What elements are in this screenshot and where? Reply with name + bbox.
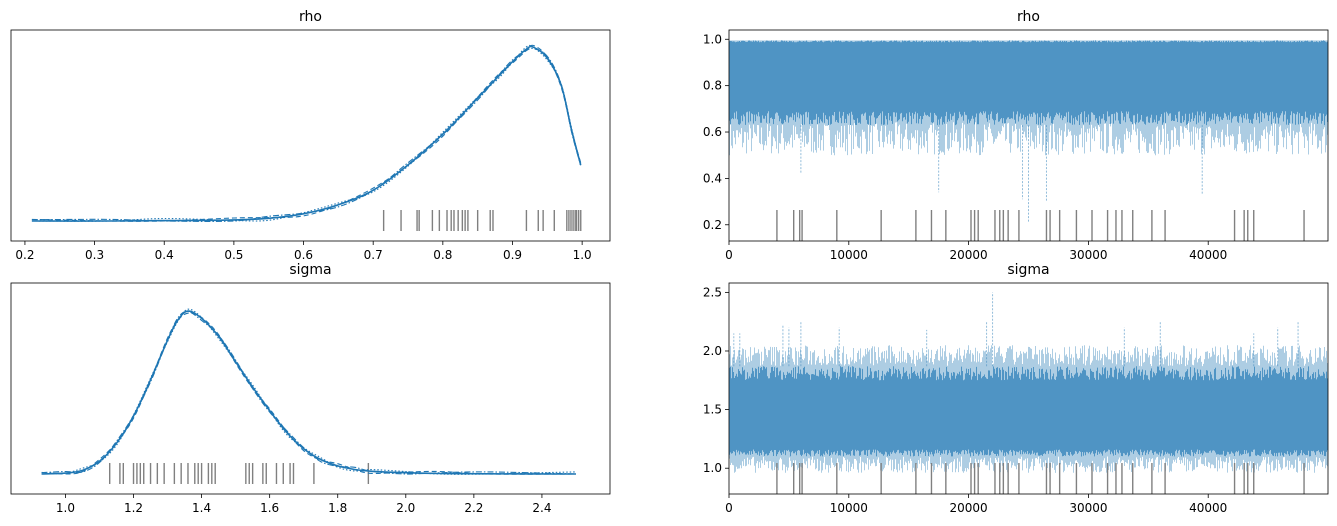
x-tick-label: 10000 [830,248,868,262]
plot-frame [10,282,611,495]
x-tick-label: 1.0 [573,248,592,262]
x-tick-label: 0 [725,501,733,515]
x-tick-label: 0.8 [433,248,452,262]
y-tick-label: 1.5 [703,403,722,417]
trace-band-dense [729,366,1328,457]
trace-plot-sigma: 0 10000 20000 30000 40000 1.0 1.5 2.0 2.5 sigma [703,262,1329,515]
density-line-chain-4 [31,47,582,222]
x-tick-label: 1.0 [56,501,75,515]
x-tick-label: 0 [725,248,733,262]
x-tick-label: 2.0 [396,501,415,515]
plot-title: sigma [1007,262,1049,278]
y-tick-label: 0.4 [703,171,722,185]
density-line-chain-1 [41,310,577,475]
plot-frame [728,29,1329,242]
y-tick-label: 0.8 [703,79,722,93]
trace-plot-rho: 0 10000 20000 30000 40000 0.2 0.4 0.6 0.8 1.0 rho [703,9,1329,262]
x-tick-label: 20000 [950,501,988,515]
y-tick-label: 2.5 [703,285,722,299]
density-line-chain-2 [31,44,582,222]
x-tick-label: 1.6 [260,501,279,515]
density-line-chain-1 [31,45,582,222]
x-tick-label: 1.4 [192,501,211,515]
density-line-chain-4 [41,310,577,475]
density-line-chain-3 [41,308,577,475]
x-tick-label: 30000 [1069,248,1107,262]
y-tick-label: 1.0 [703,32,722,46]
plot-title: rho [1017,9,1040,25]
x-tick-label: 20000 [950,248,988,262]
plot-frame [728,282,1329,495]
density-plot-rho: 0.2 0.3 0.4 0.5 0.6 0.7 0.8 0.9 1.0 rho [10,9,611,262]
x-tick-label: 10000 [830,501,868,515]
y-tick-label: 2.0 [703,344,722,358]
x-tick-label: 2.2 [464,501,483,515]
x-tick-label: 0.5 [224,248,243,262]
density-line-chain-2 [41,312,577,475]
x-tick-label: 40000 [1189,501,1227,515]
x-tick-label: 0.4 [155,248,174,262]
x-tick-label: 40000 [1189,248,1227,262]
density-plot-sigma: 1.0 1.2 1.4 1.6 1.8 2.0 2.2 2.4 sigma [10,262,611,515]
trace-band-dense [729,40,1328,126]
y-tick-label: 0.6 [703,125,722,139]
x-tick-label: 0.9 [503,248,522,262]
plot-frame [10,29,611,242]
x-tick-label: 0.7 [364,248,383,262]
x-tick-label: 1.2 [124,501,143,515]
plot-title: sigma [289,262,331,278]
density-line-chain-3 [31,44,582,222]
x-tick-label: 0.6 [294,248,313,262]
x-tick-label: 0.3 [85,248,104,262]
plot-title: rho [299,9,322,25]
y-tick-label: 1.0 [703,461,722,475]
x-tick-label: 30000 [1069,501,1107,515]
x-tick-label: 0.2 [15,248,34,262]
y-tick-label: 0.2 [703,218,722,232]
x-tick-label: 1.8 [328,501,347,515]
x-tick-label: 2.4 [532,501,551,515]
